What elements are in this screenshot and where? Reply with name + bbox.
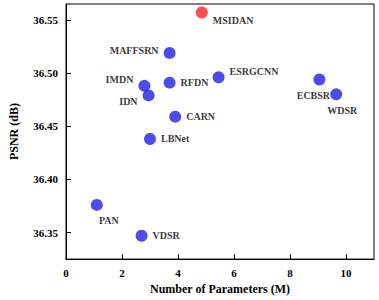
svg-text:36.45: 36.45 <box>33 120 58 132</box>
svg-text:ECBSR: ECBSR <box>297 90 331 101</box>
svg-text:VDSR: VDSR <box>153 230 181 241</box>
svg-text:IMDN: IMDN <box>106 74 135 85</box>
svg-text:0: 0 <box>63 267 69 279</box>
svg-text:2: 2 <box>119 267 125 279</box>
svg-text:8: 8 <box>287 267 293 279</box>
svg-text:10: 10 <box>341 267 353 279</box>
svg-text:MAFFSRN: MAFFSRN <box>110 45 160 56</box>
svg-text:WDSR: WDSR <box>327 105 358 116</box>
svg-text:RFDN: RFDN <box>181 77 210 88</box>
svg-text:PAN: PAN <box>99 215 120 226</box>
svg-text:36.35: 36.35 <box>33 227 58 239</box>
svg-text:6: 6 <box>231 267 237 279</box>
svg-text:36.50: 36.50 <box>33 67 58 79</box>
svg-text:ESRGCNN: ESRGCNN <box>230 66 280 77</box>
svg-text:LBNet: LBNet <box>161 133 190 144</box>
svg-text:MSIDAN: MSIDAN <box>213 15 254 26</box>
svg-text:Number of Parameters (M): Number of Parameters (M) <box>150 282 290 296</box>
svg-text:36.55: 36.55 <box>33 14 58 26</box>
svg-text:CARN: CARN <box>186 111 216 122</box>
svg-text:4: 4 <box>175 267 181 279</box>
svg-text:IDN: IDN <box>119 96 138 107</box>
svg-text:PSNR (dB): PSNR (dB) <box>7 103 21 160</box>
svg-text:36.40: 36.40 <box>33 173 58 185</box>
